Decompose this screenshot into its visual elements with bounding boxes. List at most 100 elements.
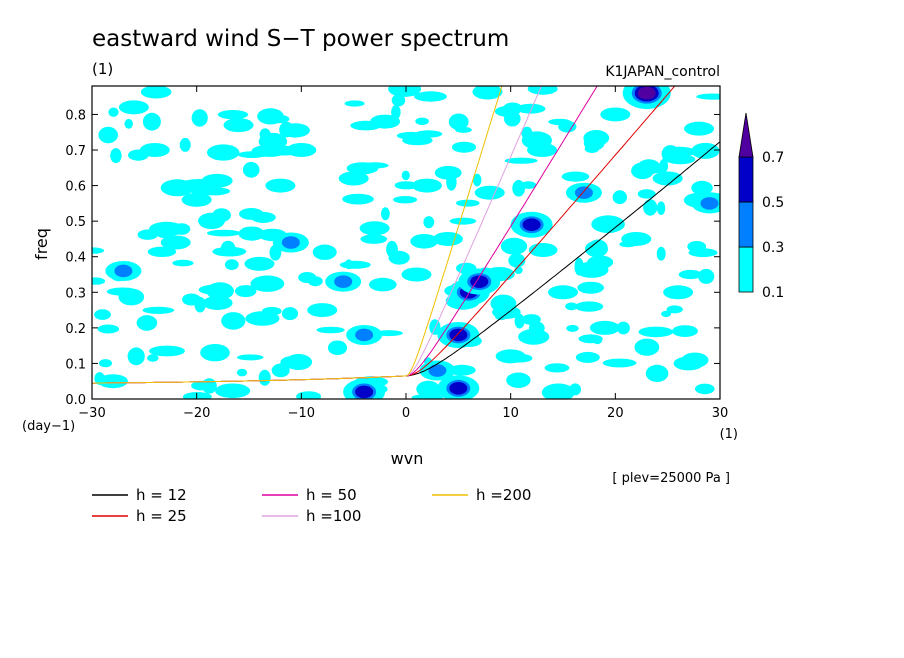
contour-patch: [238, 226, 265, 241]
contour-patch: [92, 277, 106, 285]
x-tick-label: −30: [78, 406, 105, 421]
contour-patch: [414, 91, 447, 102]
contour-patch: [548, 285, 578, 300]
contour-patch: [140, 86, 172, 99]
contour-patch: [449, 382, 468, 395]
contour-patch: [97, 324, 120, 334]
contour-patch: [410, 234, 438, 249]
plot-area: −30 −20 −10 0 10 20 30 0.0 0.1 0.2 0.3 0.4 0.5 0.6 0.7…: [65, 85, 729, 421]
y-tick-label: 0.7: [65, 144, 86, 159]
contour-patch: [616, 321, 630, 335]
contour-patch: [612, 190, 627, 205]
contour-patch: [637, 86, 656, 100]
plev-annotation: [ plev=25000 Pa ]: [612, 471, 730, 486]
contour-patch: [678, 269, 703, 280]
contour-patch: [258, 369, 271, 386]
contour-patch: [574, 186, 593, 200]
contour-patch: [224, 259, 239, 270]
x-tick-label: 10: [502, 406, 519, 421]
contour-patch: [327, 340, 348, 356]
contour-patch: [369, 277, 397, 292]
contour-patch: [268, 114, 290, 124]
contour-patch: [472, 173, 482, 187]
contour-patch: [92, 247, 105, 254]
contour-patch: [508, 253, 526, 268]
contour-patch: [215, 383, 251, 399]
contour-patch: [691, 142, 720, 159]
contour-patch: [286, 143, 317, 158]
contour-patch: [338, 171, 369, 186]
contour-patch: [504, 157, 538, 164]
contour-patch: [401, 267, 432, 282]
contour-patch: [661, 310, 672, 317]
contour-patch: [206, 282, 234, 300]
contour-patch: [673, 356, 704, 371]
contour-patch: [207, 144, 240, 161]
contour-patch: [666, 305, 683, 314]
contour-patch: [181, 192, 212, 207]
contour-patch: [687, 241, 707, 253]
contour-patch: [114, 264, 133, 278]
contour-patch: [528, 321, 545, 336]
contour-patch: [316, 326, 345, 334]
contour-patch: [474, 185, 505, 200]
contour-patch: [684, 121, 715, 136]
contour-patch: [506, 372, 531, 388]
colorbar-cell: [738, 156, 754, 203]
contour-patch: [514, 313, 525, 329]
contour-patch: [265, 178, 296, 193]
contour-patch: [212, 208, 231, 223]
y-axis-label: freq: [32, 228, 51, 260]
contour-patch: [652, 171, 683, 186]
contour-patch: [516, 103, 546, 114]
contour-patch: [600, 107, 631, 122]
contour-patch: [108, 107, 119, 117]
y-tick-label: 0.6: [65, 180, 86, 195]
contour-patch: [142, 306, 175, 314]
contour-patch: [217, 110, 249, 120]
contour-patch: [589, 320, 620, 335]
contour-patch: [250, 275, 285, 292]
contour-patch: [583, 130, 610, 146]
contour-patch: [359, 221, 390, 236]
contour-patch: [521, 126, 533, 141]
contour-patch: [223, 118, 254, 133]
contour-patch: [106, 287, 139, 296]
contour-patch: [520, 181, 537, 189]
colorbar-label: 0.3: [762, 240, 784, 256]
contour-patch: [136, 315, 158, 331]
contour-patch: [631, 162, 654, 180]
contour-patch: [179, 137, 191, 152]
contour-patch: [548, 118, 571, 126]
contour-patch: [239, 208, 264, 220]
contour-patch: [149, 345, 185, 357]
contour-patch: [352, 262, 363, 269]
contour-patch: [411, 394, 444, 399]
y-tick-label: 0.0: [65, 393, 86, 408]
contour-patch: [344, 259, 353, 270]
legend: h = 12 h = 25 h = 50 h =100 h =200: [92, 486, 531, 525]
contour-patch: [522, 218, 541, 232]
contour-patch: [259, 128, 271, 141]
contour-patch: [396, 131, 426, 140]
legend-label: h = 25: [136, 507, 187, 525]
contour-patch: [191, 109, 208, 127]
contour-patch: [423, 216, 435, 229]
contour-patch: [285, 354, 313, 370]
colorbar-label: 0.1: [762, 285, 784, 301]
contour-patch: [634, 338, 660, 356]
contour-patch: [97, 374, 128, 389]
contour-patch: [577, 281, 604, 294]
contour-patch: [307, 303, 338, 318]
x-tick-label: 30: [712, 406, 729, 421]
contour-patch: [448, 364, 476, 376]
contour-patch: [591, 215, 625, 233]
x-tick-label: 20: [607, 406, 624, 421]
contour-patch: [236, 354, 264, 361]
contour-patch: [456, 199, 480, 207]
contour-patch: [691, 180, 713, 195]
contour-patch: [388, 250, 410, 265]
contour-patch: [147, 354, 159, 362]
contour-patch: [296, 391, 322, 399]
